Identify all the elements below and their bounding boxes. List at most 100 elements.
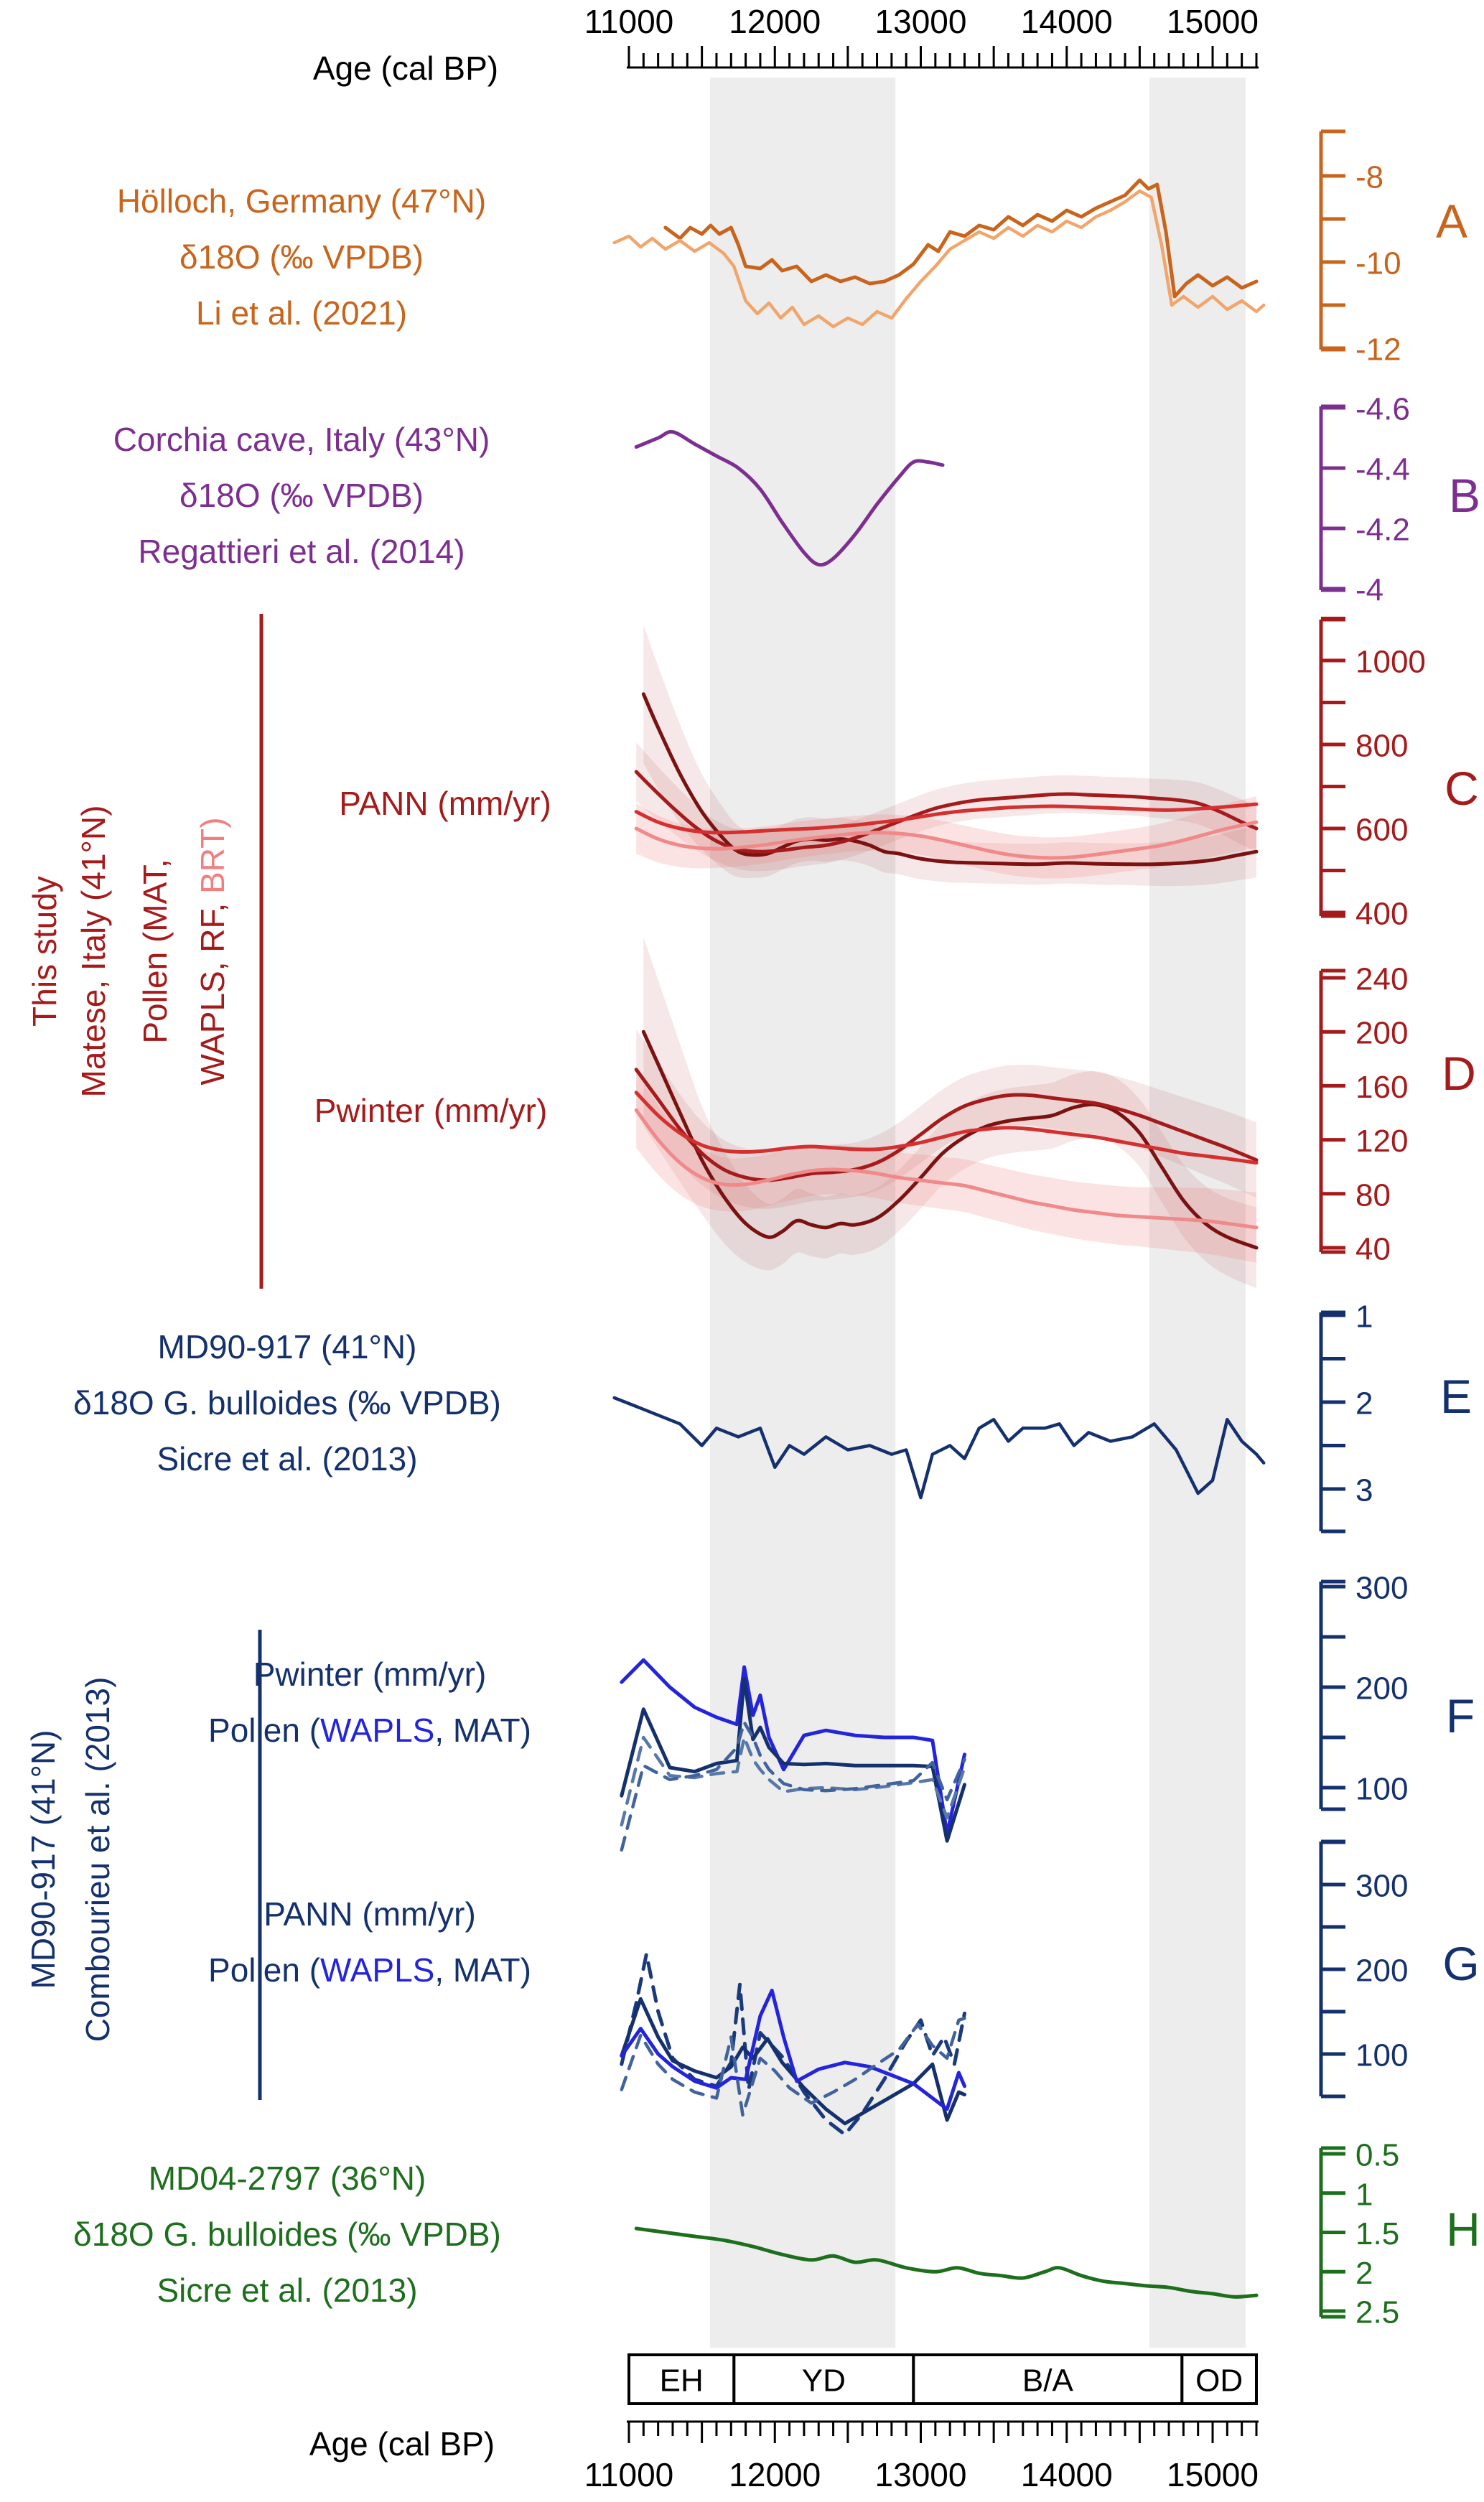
panel-letter-B: B: [1449, 469, 1480, 522]
OD-shading: [1149, 78, 1246, 2348]
panel-d-series-label: Pwinter (mm/yr): [314, 1092, 548, 1129]
axis-tick-label: 800: [1355, 729, 1408, 764]
pann-brt-band: [636, 796, 1256, 879]
md04-d18O-line: [634, 2226, 1259, 2299]
age-axis-label-bottom: Age (cal BP): [309, 2425, 495, 2463]
panel-H: 0.5 1 1.5 2 2.5 H: [634, 2138, 1480, 2330]
ruler-tick-label: 11000: [584, 3, 674, 40]
f-pollen-wapls: WAPLS: [320, 1712, 435, 1749]
study-rot-label-1: This study: [26, 876, 63, 1027]
panel-b-title-line: Corchia cave, Italy (43°N): [113, 421, 490, 458]
pann-mat-band: [643, 625, 1256, 887]
axis-tick-label: -4.4: [1355, 452, 1410, 487]
panel-e-title-line: MD90-917 (41°N): [157, 1328, 417, 1366]
pwinter-wapls-band: [636, 1029, 1256, 1209]
axis-tick-label: 3: [1355, 1473, 1373, 1508]
axis-tick-label: -12: [1355, 332, 1401, 368]
YD-shading: [710, 78, 896, 2348]
axis-tick-label: 120: [1355, 1124, 1408, 1159]
ruler-tick-label: 14000: [1021, 3, 1113, 40]
pwinter-rf-line: [634, 1091, 1259, 1165]
panel-letter-C: C: [1445, 762, 1479, 815]
axis-tick-label: 1: [1355, 2177, 1373, 2212]
panel-g-label-line1: PANN (mm/yr): [263, 1895, 476, 1933]
pann-brt-line: [634, 820, 1259, 860]
panel-b-title-line: δ18O (‰ VPDB): [179, 477, 424, 514]
panel-letter-A: A: [1436, 195, 1467, 248]
pann-rf-line: [634, 802, 1259, 835]
f-pollen-suffix: , MAT): [434, 1712, 531, 1749]
panel-g-series-label: PANN (mm/yr) Pollen (WAPLS, MAT): [118, 1886, 621, 1998]
axis-tick-label: -4.2: [1355, 513, 1410, 548]
panel-G: 300 200 100 G: [620, 1839, 1480, 2137]
pwinter-wapls-line: [634, 1068, 1259, 1182]
panel-h-title-line: Sicre et al. (2013): [157, 2272, 418, 2309]
ruler-tick-label: 15000: [1167, 2456, 1259, 2493]
panel-f-series-label: Pwinter (mm/yr) Pollen (WAPLS, MAT): [118, 1646, 621, 1758]
panel-b-title-line: Regattieri et al. (2014): [138, 533, 465, 570]
panel-letter-F: F: [1446, 1689, 1475, 1742]
panel-F: 300 200 100 F: [620, 1571, 1475, 1852]
axis-tick-label: 200: [1355, 1016, 1408, 1051]
top-ruler: 11000 12000 13000 14000 15000: [584, 3, 1259, 69]
axis-tick-label: -10: [1355, 246, 1401, 281]
panel-c-series-label: PANN (mm/yr): [339, 785, 551, 822]
zone-box-OD: [1180, 2353, 1258, 2405]
panel-e-title: MD90-917 (41°N) δ18O G. bulloides (‰ VPD…: [7, 1319, 567, 1487]
axis-tick-label: 200: [1355, 1671, 1408, 1707]
corchia-d18O-line: [634, 429, 945, 567]
axis-tick-label: 240: [1355, 962, 1408, 997]
axis-tick-label: 2: [1355, 1386, 1373, 1422]
axis-tick-label: 1000: [1355, 645, 1426, 680]
g-mat-solid-line: [620, 1997, 966, 2126]
zone-label: YD: [802, 2363, 846, 2399]
zone-label: B/A: [1022, 2363, 1074, 2399]
panel-e-title-line: Sicre et al. (2013): [157, 1440, 418, 1478]
panel-D: 240 200 160 120 80 40 D: [634, 937, 1476, 1289]
g-dashed-2-line: [620, 2017, 966, 2117]
g-pollen-wapls: WAPLS: [320, 1951, 435, 1989]
md90-rot-label-1: MD90-917 (41°N): [24, 1730, 62, 1989]
ruler-tick-label: 11000: [584, 2456, 674, 2493]
panel-f-label-line1: Pwinter (mm/yr): [253, 1656, 487, 1693]
g-wapls-solid-line: [620, 1989, 966, 2111]
md90-rot-label-2: Combourieu et al. (2013): [79, 1676, 116, 2043]
panel-h-title-line: MD04-2797 (36°N): [148, 2160, 426, 2197]
axis-tick-label: -8: [1355, 160, 1383, 195]
g-pollen-prefix: Pollen (: [208, 1951, 321, 1989]
axis-tick-label: 0.5: [1355, 2138, 1399, 2173]
panel-C: 1000 800 600 400 C: [634, 617, 1479, 932]
panel-letter-E: E: [1440, 1370, 1472, 1423]
f-dashed-2-line: [620, 1720, 966, 1852]
f-wapls-solid-line: [620, 1658, 966, 1836]
axis-tick-label: 1: [1355, 1299, 1373, 1335]
chronozone-bar: EH YD B/A OD: [627, 2353, 1258, 2405]
pollen-methods-main: WAPLS, RF,: [194, 893, 231, 1086]
axis-tick-label: 2.5: [1355, 2295, 1399, 2330]
axis-tick-label: -4.6: [1355, 392, 1410, 427]
axis-tick-label: 200: [1355, 1953, 1408, 1989]
bottom-ruler: 11000 12000 13000 14000 15000: [584, 2420, 1259, 2493]
ruler-tick-label: 13000: [875, 3, 967, 40]
study-rot-label-4: WAPLS, RF, BRT): [185, 592, 241, 1310]
axis-tick-label: -4: [1355, 573, 1383, 608]
axis-tick-label: 300: [1355, 1571, 1408, 1606]
axis-tick-label: 80: [1355, 1177, 1391, 1213]
zone-box-YD: [732, 2353, 915, 2405]
panel-h-title: MD04-2797 (36°N) δ18O G. bulloides (‰ VP…: [7, 2150, 567, 2318]
panel-b-title: Corchia cave, Italy (43°N) δ18O (‰ VPDB)…: [36, 411, 567, 579]
holloch-d18O-dark-line: [663, 178, 1259, 299]
pwinter-mat-band: [643, 937, 1256, 1289]
f-mat-solid-line: [620, 1677, 966, 1843]
pwinter-brt-line: [634, 1108, 1259, 1230]
panel-a-title-line: δ18O (‰ VPDB): [179, 238, 424, 276]
panel-a-title-line: Li et al. (2021): [195, 294, 408, 332]
axis-tick-label: 600: [1355, 813, 1408, 848]
ruler-tick-label: 13000: [875, 2456, 967, 2493]
axis-tick-label: 1.5: [1355, 2216, 1399, 2251]
zone-label: OD: [1195, 2363, 1243, 2399]
axis-tick-label: 2: [1355, 2256, 1373, 2291]
panel-B: -4.6 -4.4 -4.2 -4 B: [634, 392, 1480, 608]
study-rot-label-2: Matese, Italy (41°N): [75, 805, 112, 1098]
